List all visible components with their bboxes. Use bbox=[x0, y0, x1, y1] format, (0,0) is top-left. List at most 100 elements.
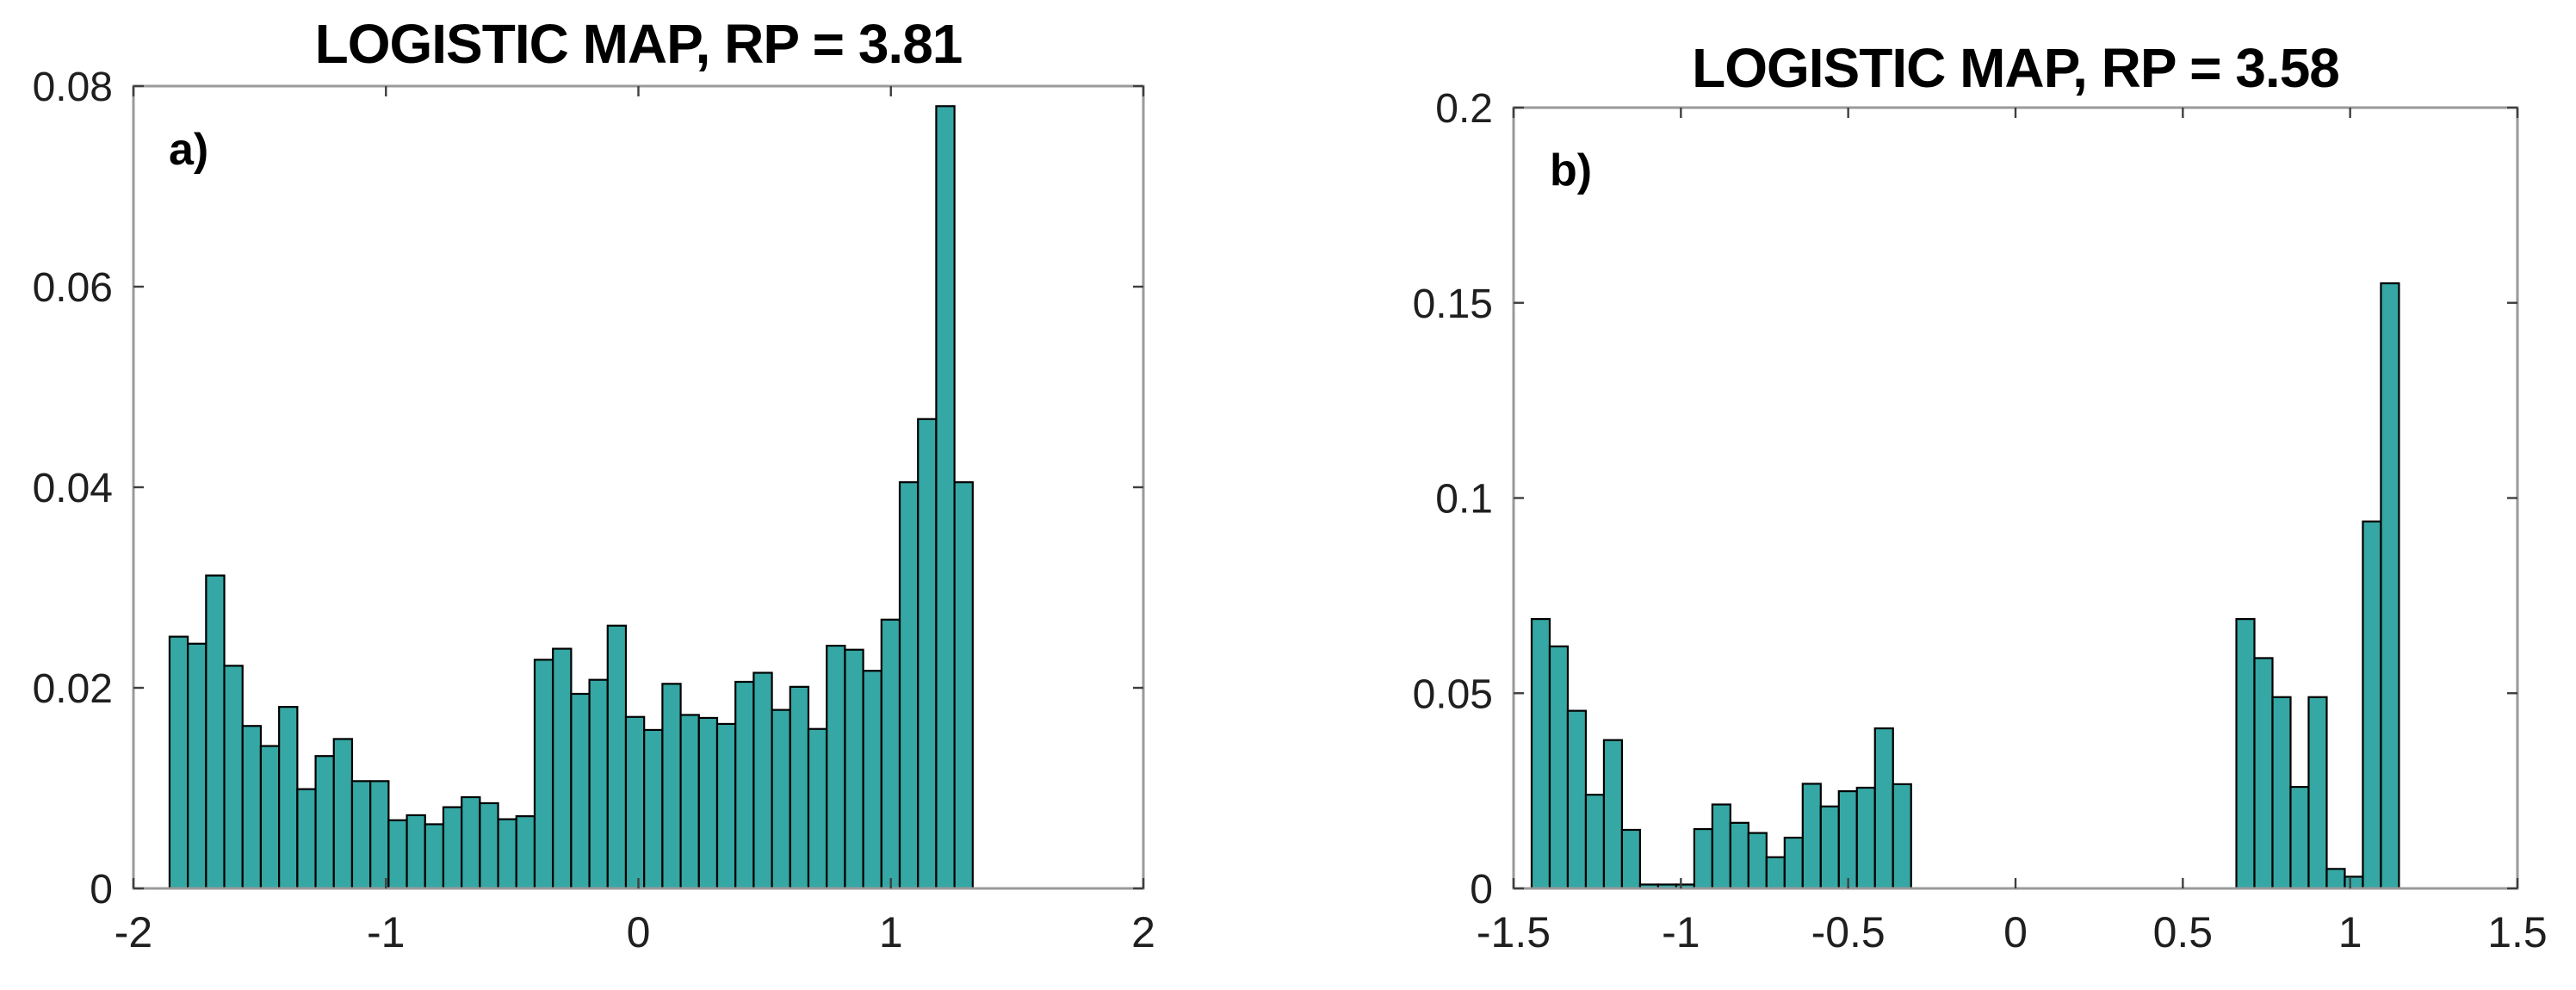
histogram-bar bbox=[771, 708, 791, 890]
histogram-bar bbox=[588, 678, 609, 890]
histogram-bar bbox=[880, 618, 901, 890]
histogram-bar bbox=[826, 644, 846, 890]
histogram-bar bbox=[917, 418, 938, 890]
panel-label-a: a) bbox=[169, 125, 209, 175]
x-tick-label: 2 bbox=[1131, 908, 1155, 956]
histogram-bar bbox=[734, 680, 755, 890]
chart-a-title: LOGISTIC MAP, RP = 3.81 bbox=[314, 13, 963, 75]
histogram-bar bbox=[2325, 868, 2346, 890]
histogram-b-bars bbox=[1530, 282, 2400, 890]
histogram-a: -2 -1 0 1 2 0 0.02 0.04 0.06 0.08 bbox=[33, 65, 1155, 956]
histogram-bar bbox=[314, 755, 335, 890]
histogram-bar bbox=[1548, 645, 1570, 890]
histogram-bar bbox=[168, 635, 189, 890]
histogram-bar bbox=[1729, 821, 1749, 890]
histogram-bar bbox=[807, 727, 828, 890]
histogram-bar bbox=[406, 814, 426, 890]
x-tick-label: -0.5 bbox=[1811, 908, 1886, 956]
histogram-bar bbox=[205, 574, 226, 890]
y-tick-label: 0.1 bbox=[1435, 477, 1493, 523]
histogram-bar bbox=[187, 642, 207, 890]
histogram-bar bbox=[1892, 783, 1912, 890]
histogram-bar bbox=[2362, 520, 2382, 890]
histogram-bar bbox=[259, 745, 281, 890]
histogram-bar bbox=[2289, 785, 2310, 890]
y-tick-label: 0.05 bbox=[1413, 671, 1493, 717]
histogram-bar bbox=[1765, 856, 1786, 890]
histogram-bar bbox=[1602, 739, 1624, 890]
histogram-bar bbox=[2307, 696, 2328, 890]
histogram-bar bbox=[1855, 786, 1876, 890]
histogram-bar bbox=[1819, 805, 1840, 890]
histogram-bar bbox=[350, 780, 372, 890]
histogram-bar bbox=[1873, 727, 1894, 890]
histogram-bar bbox=[1693, 827, 1713, 890]
axis-labels-b: -1.5 -1 -0.5 0 0.5 1 1.5 0 0.05 0.1 0.15 0.2 bbox=[1413, 86, 2548, 956]
x-tick-label: 1.5 bbox=[2487, 908, 2548, 956]
histogram-bar bbox=[661, 683, 682, 890]
y-tick-label: 0.08 bbox=[33, 65, 113, 110]
histogram-bar bbox=[624, 715, 646, 890]
panel-label-b: b) bbox=[1550, 145, 1593, 195]
histogram-a-bars bbox=[168, 105, 974, 890]
histogram-bar bbox=[844, 648, 864, 890]
histogram-bar bbox=[1747, 832, 1768, 890]
y-tick-label: 0.04 bbox=[33, 466, 113, 511]
histogram-bar bbox=[1783, 836, 1804, 890]
histogram-bar bbox=[789, 685, 810, 890]
histogram-bar bbox=[424, 823, 445, 890]
axis-ticks-b bbox=[1512, 106, 2519, 890]
x-tick-label: -1 bbox=[1662, 908, 1700, 956]
chart-b-title: LOGISTIC MAP, RP = 3.58 bbox=[1692, 37, 2340, 99]
histogram-bar bbox=[2235, 617, 2256, 890]
axis-labels-a: -2 -1 0 1 2 0 0.02 0.04 0.06 0.08 bbox=[33, 65, 1155, 956]
histogram-bar bbox=[935, 105, 956, 890]
x-tick-label: -1.5 bbox=[1477, 908, 1551, 956]
histogram-bar bbox=[479, 801, 499, 890]
histogram-b: -1.5 -1 -0.5 0 0.5 1 1.5 0 0.05 0.1 0.15 0.2 bbox=[1413, 86, 2548, 956]
y-tick-label: 0.02 bbox=[33, 666, 113, 712]
x-tick-label: 0 bbox=[627, 908, 651, 956]
x-tick-label: 1 bbox=[879, 908, 903, 956]
y-tick-label: 0 bbox=[1470, 867, 1493, 913]
histogram-bar bbox=[533, 659, 554, 890]
histogram-bar bbox=[752, 671, 773, 890]
y-tick-label: 0.06 bbox=[33, 265, 113, 311]
histogram-bar bbox=[1620, 828, 1642, 890]
histogram-bar bbox=[715, 722, 737, 890]
histogram-bar bbox=[241, 725, 263, 890]
histogram-bar bbox=[442, 806, 463, 890]
histogram-bar bbox=[278, 706, 299, 890]
histogram-bar bbox=[2344, 876, 2364, 890]
histogram-bar bbox=[461, 795, 481, 890]
histogram-bar bbox=[2271, 696, 2292, 890]
x-tick-label: 0 bbox=[2003, 908, 2028, 956]
x-tick-label: -2 bbox=[115, 908, 152, 956]
histogram-bar bbox=[606, 624, 628, 890]
histogram-bar bbox=[387, 819, 408, 890]
histogram-bar bbox=[552, 647, 573, 890]
histogram-bar bbox=[1837, 789, 1858, 890]
histogram-bar bbox=[497, 818, 517, 890]
histogram-bar bbox=[953, 481, 974, 890]
histogram-bar bbox=[1566, 709, 1588, 890]
histogram-bar bbox=[332, 738, 354, 890]
histogram-bar bbox=[369, 780, 390, 890]
histogram-bar bbox=[1801, 783, 1822, 890]
histogram-bar bbox=[515, 815, 536, 890]
histogram-bar bbox=[296, 788, 317, 890]
axis-ticks-a bbox=[132, 84, 1145, 890]
histogram-bar bbox=[223, 665, 244, 890]
x-tick-label: 0.5 bbox=[2153, 908, 2214, 956]
histogram-bar bbox=[2253, 657, 2274, 890]
histogram-bar bbox=[643, 728, 664, 890]
y-tick-label: 0.15 bbox=[1413, 282, 1493, 327]
histogram-bar bbox=[697, 716, 719, 890]
x-tick-label: 1 bbox=[2338, 908, 2362, 956]
y-tick-label: 0.2 bbox=[1435, 86, 1493, 132]
y-tick-label: 0 bbox=[90, 867, 113, 913]
histogram-bar bbox=[862, 670, 882, 890]
histogram-bar bbox=[570, 692, 591, 890]
